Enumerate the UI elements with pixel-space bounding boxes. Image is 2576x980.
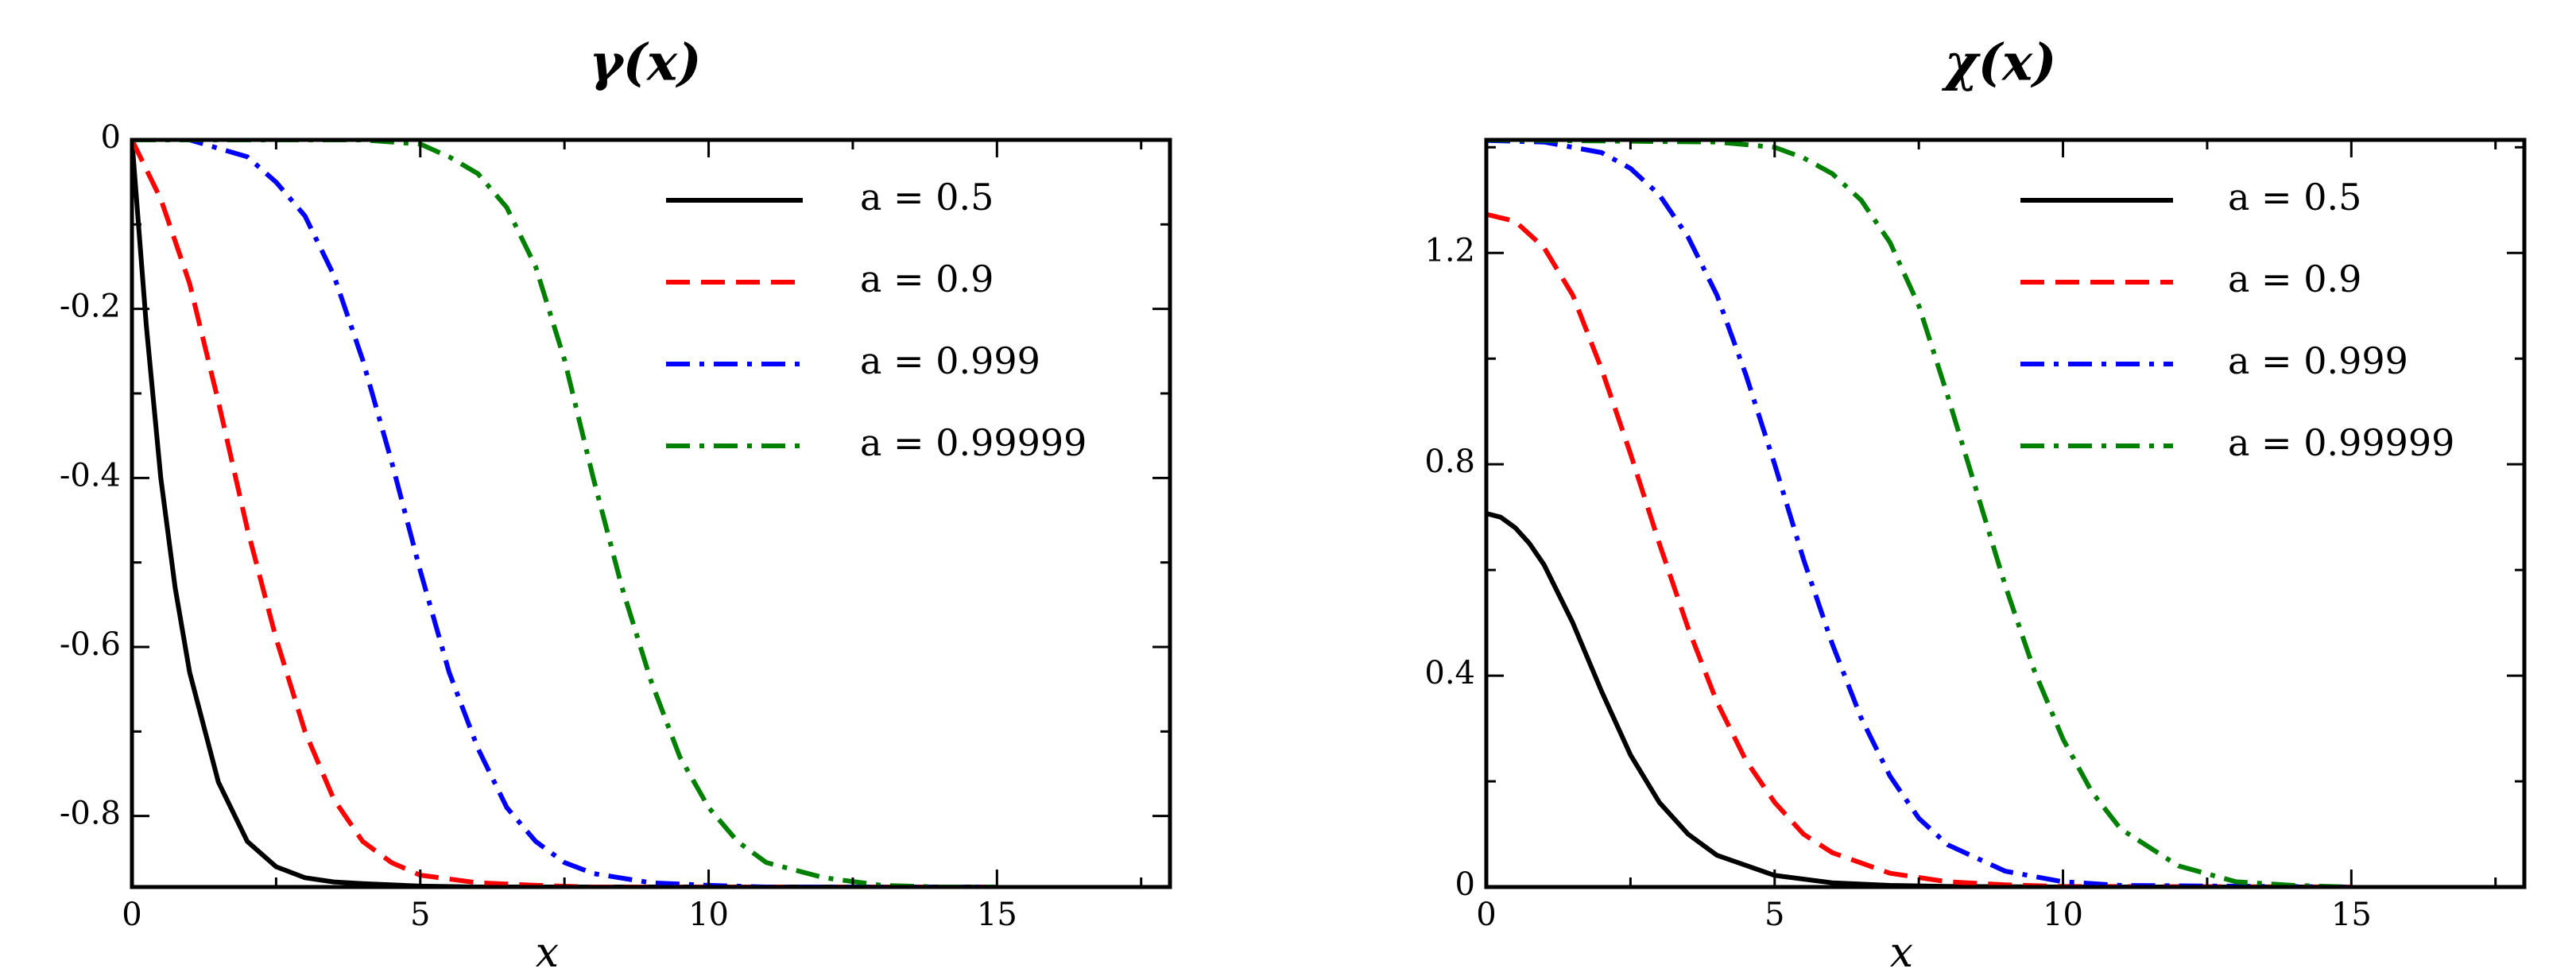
legend-label-4: a = 0.99999 [2228, 421, 2454, 464]
legend: a = 0.5 a = 0.9 a = 0.999 a = 0.99999 [666, 176, 1087, 464]
plot-frame [1484, 138, 2527, 889]
legend-label-1: a = 0.5 [860, 176, 994, 219]
x-tick-label: 5 [410, 897, 430, 933]
legend-label-2: a = 0.9 [860, 258, 994, 300]
series-line-4 [1486, 140, 2352, 887]
y-tick-label: -0.2 [60, 289, 121, 325]
x-tick-label: 10 [2043, 897, 2083, 933]
x-tick-label: 5 [1764, 897, 1784, 933]
x-tick-label: 15 [2331, 897, 2372, 933]
series-line-2 [132, 140, 997, 887]
series-line-1 [132, 140, 997, 887]
y-tick-label: 0.8 [1424, 444, 1475, 480]
legend-label-1: a = 0.5 [2228, 176, 2361, 219]
chart-1: γ(x)0 5 10 150-0.2-0.4-0.6-0.8xa = 0.5a = 0… [60, 33, 1172, 977]
y-tick-label: 0.4 [1424, 655, 1475, 691]
legend-label-3: a = 0.999 [2228, 339, 2408, 382]
series-line-2 [1486, 211, 2352, 887]
x-axis-label: x [1890, 929, 1913, 977]
legend-label-3: a = 0.999 [860, 339, 1040, 382]
x-tick-label: 0 [1476, 897, 1496, 933]
y-tick-label: 1.2 [1424, 232, 1475, 269]
x-tick-label: 15 [977, 897, 1017, 933]
y-tick-label: -0.4 [60, 457, 121, 494]
y-tick-label: 0 [1455, 866, 1475, 903]
legend-label-4: a = 0.99999 [860, 421, 1087, 464]
y-tick-label: 0 [101, 119, 121, 156]
plot-frame [130, 138, 1172, 889]
series-line-3 [132, 140, 997, 887]
chart-title: γ(x) [590, 33, 702, 93]
x-axis-label: x [536, 929, 559, 977]
x-tick-label: 10 [688, 897, 729, 933]
x-tick-label: 0 [122, 897, 141, 933]
y-tick-label: -0.8 [60, 796, 121, 832]
series-line-1 [1486, 511, 2352, 887]
series-line-3 [1486, 140, 2352, 887]
series-line-4 [132, 140, 997, 887]
chart-title: χ(x) [1942, 33, 2057, 93]
legend-label-2: a = 0.9 [2228, 258, 2361, 300]
y-tick-label: -0.6 [60, 626, 121, 663]
legend: a = 0.5 a = 0.9 a = 0.999 a = 0.99999 [2020, 176, 2454, 464]
